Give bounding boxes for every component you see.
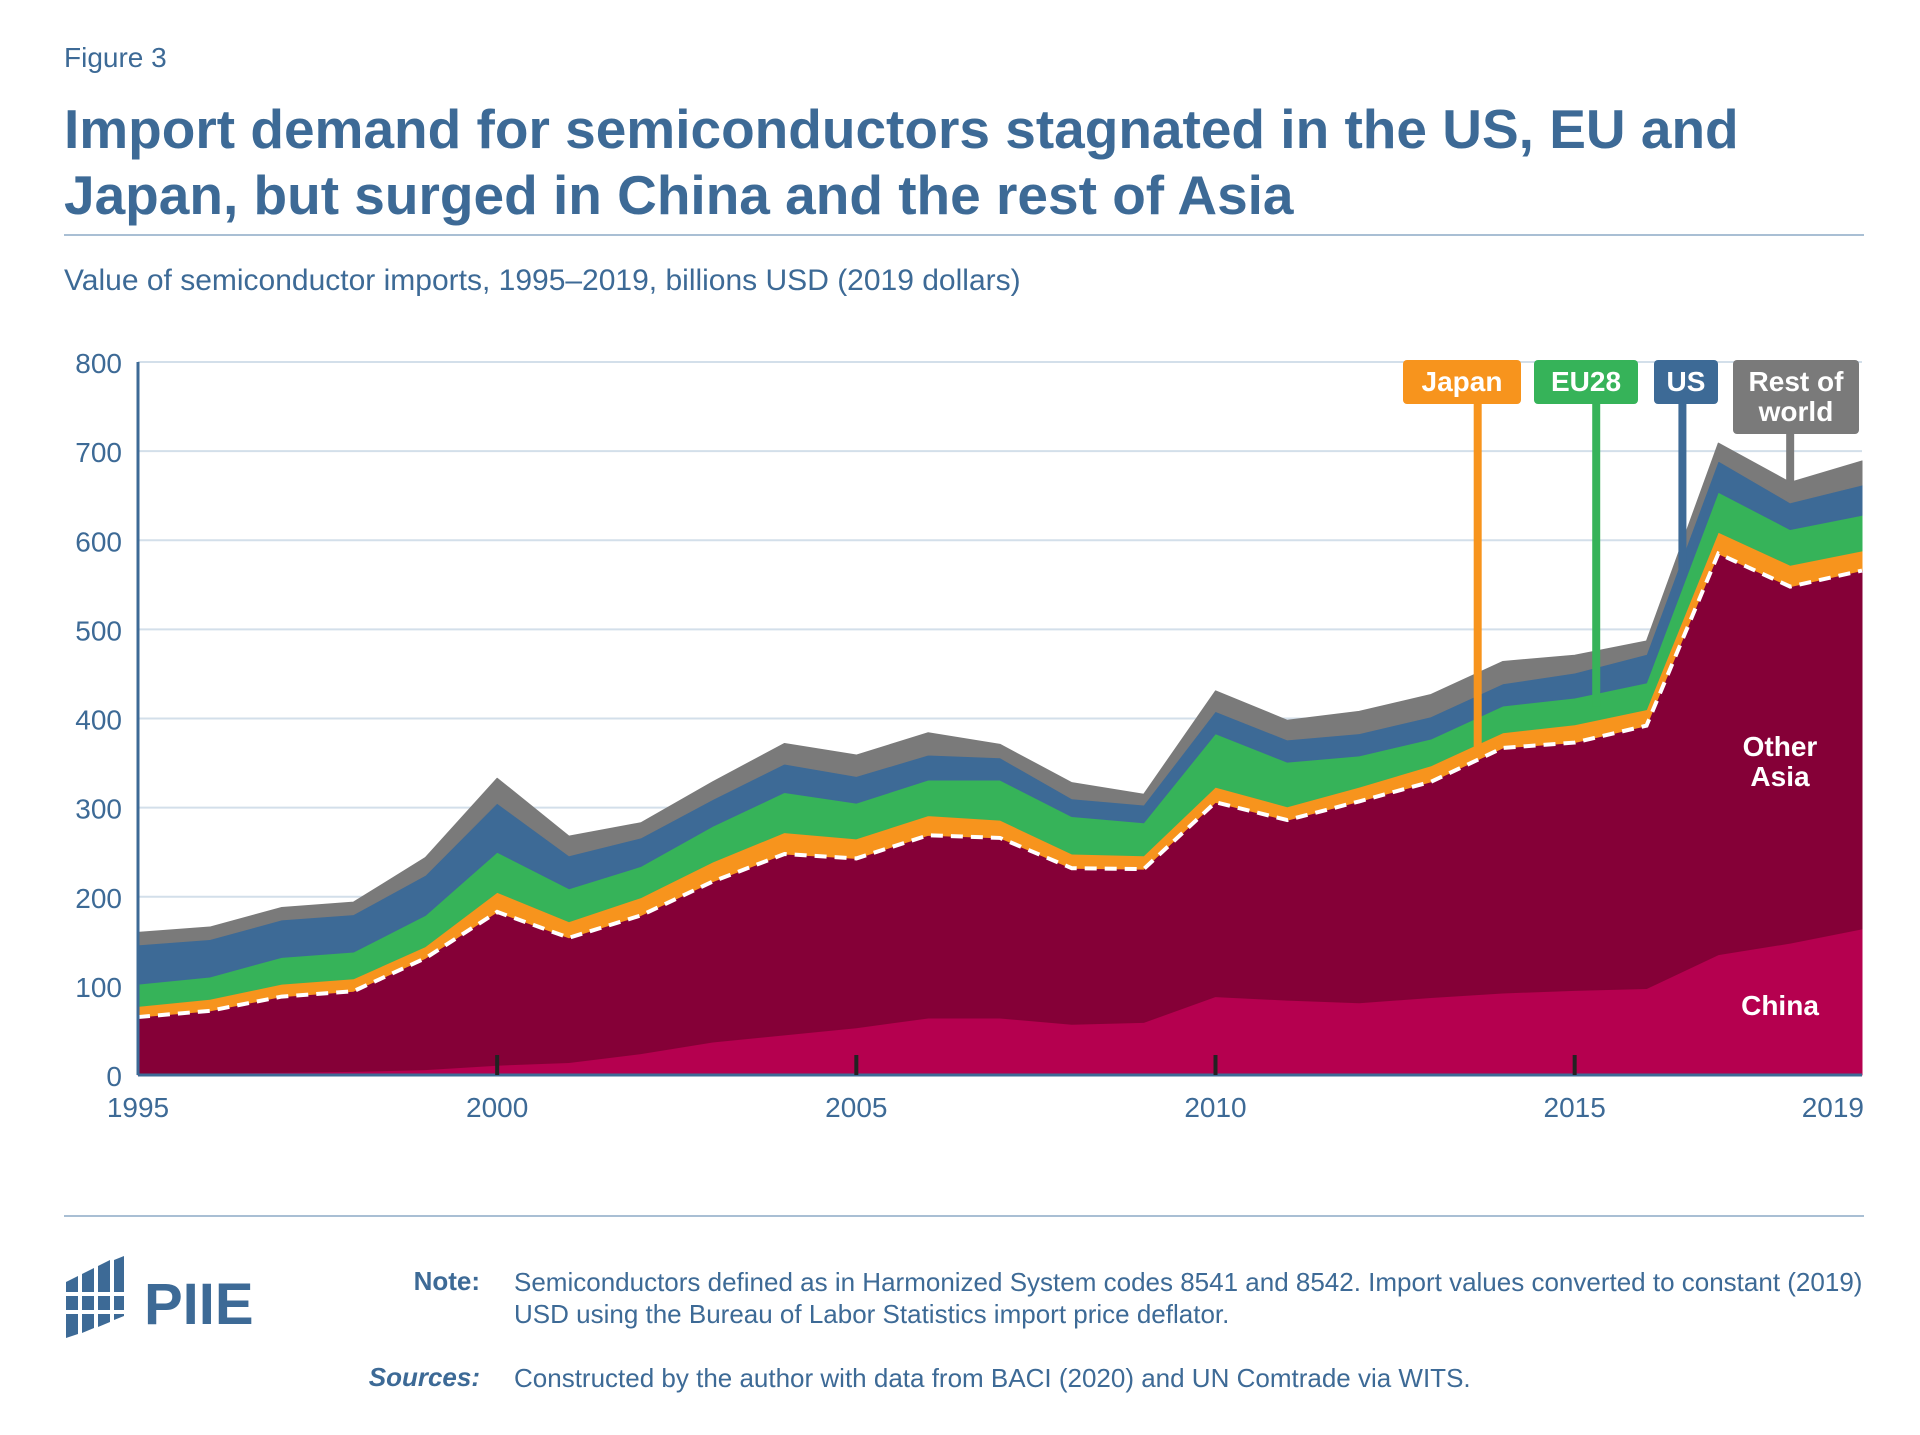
y-tick-label: 300 bbox=[75, 794, 122, 825]
callout-label-us: US bbox=[1667, 366, 1706, 397]
axes: 0 100 200 300 400 500 600 700 800 1995 2000 2005 201… bbox=[75, 348, 1864, 1123]
x-tick-label: 2000 bbox=[466, 1092, 528, 1123]
x-tick-label: 2010 bbox=[1184, 1092, 1246, 1123]
chart-subtitle: Value of semiconductor imports, 1995–201… bbox=[64, 264, 1021, 297]
sources-label: Sources: bbox=[368, 1362, 480, 1392]
series-labels: China Other Asia Japan EU28 US Rest of world bbox=[1403, 360, 1859, 1021]
chart-overlay bbox=[137, 550, 1863, 1020]
x-tick-label: 2005 bbox=[825, 1092, 887, 1123]
callout-box-japan bbox=[1403, 360, 1521, 404]
figure-label: Figure 3 bbox=[64, 42, 167, 73]
y-tick-label: 100 bbox=[75, 972, 122, 1003]
other-asia-boundary-line bbox=[137, 550, 1863, 1020]
callout-box-us bbox=[1654, 360, 1718, 404]
callout-box-rest-of-world bbox=[1733, 360, 1859, 434]
note-text: Semiconductors defined as in Harmonized … bbox=[514, 1267, 1863, 1329]
piie-logo: PIIE bbox=[64, 1256, 254, 1338]
top-divider bbox=[64, 234, 1864, 236]
series-label-other-asia: Other Asia bbox=[1743, 731, 1818, 792]
y-tick-label: 400 bbox=[75, 705, 122, 736]
y-tick-label: 800 bbox=[75, 348, 122, 379]
y-tick-label: 700 bbox=[75, 437, 122, 468]
x-tick-label: 2015 bbox=[1544, 1092, 1606, 1123]
callout-label-eu28: EU28 bbox=[1551, 366, 1621, 397]
callout-box-eu28 bbox=[1534, 360, 1638, 404]
piie-logo-mark-icon bbox=[64, 1256, 126, 1338]
x-tick-label: 1995 bbox=[107, 1092, 169, 1123]
y-tick-label: 500 bbox=[75, 615, 122, 646]
area-layers bbox=[137, 442, 1863, 1076]
y-tick-label: 200 bbox=[75, 883, 122, 914]
callout-label-rest-of-world: Rest of world bbox=[1749, 366, 1845, 427]
area-rest-of-world bbox=[137, 442, 1863, 946]
y-tick-label: 0 bbox=[106, 1061, 122, 1092]
piie-logo-text: PIIE bbox=[144, 1272, 254, 1337]
sources-text: Constructed by the author with data from… bbox=[514, 1363, 1471, 1393]
bottom-divider bbox=[64, 1215, 1864, 1217]
note-label: Note: bbox=[413, 1266, 480, 1296]
series-label-china: China bbox=[1741, 990, 1819, 1021]
callout-label-japan: Japan bbox=[1422, 366, 1503, 397]
chart-title: Import demand for semiconductors stagnat… bbox=[64, 98, 1739, 226]
x-tick-label: 2019 bbox=[1802, 1092, 1864, 1123]
stacked-area-chart: 0 100 200 300 400 500 600 700 800 1995 2000 2005 201… bbox=[75, 348, 1864, 1123]
y-tick-label: 600 bbox=[75, 526, 122, 557]
